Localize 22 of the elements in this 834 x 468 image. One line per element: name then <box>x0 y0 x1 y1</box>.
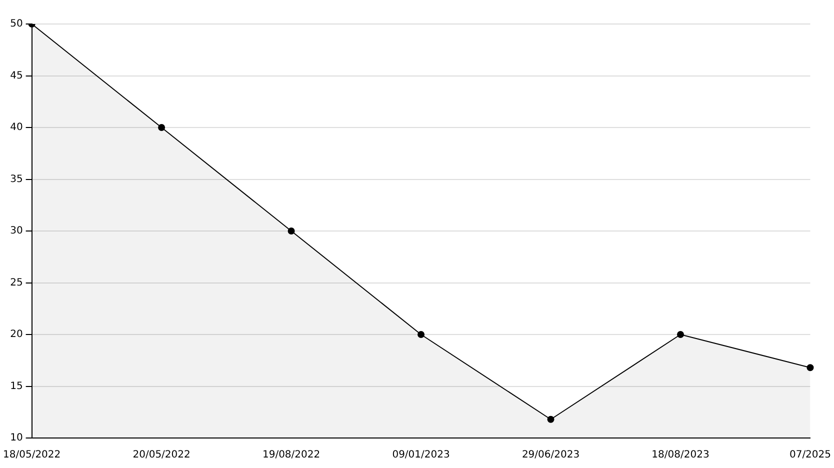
y-tick-label: 35 <box>10 174 23 185</box>
x-tick-label: 18/08/2023 <box>652 450 710 461</box>
y-tick-label: 40 <box>10 122 23 134</box>
y-tick-label: 50 <box>10 18 23 30</box>
x-tick-label: 19/08/2022 <box>262 450 320 461</box>
point <box>418 331 425 338</box>
point <box>547 416 554 423</box>
x-tick-label: 18/05/2022 <box>3 450 61 461</box>
y-tick-label: 25 <box>10 277 23 288</box>
point <box>806 364 814 372</box>
y-tick-label: 15 <box>10 380 23 392</box>
y-tick-label: 20 <box>10 329 23 340</box>
x-tick-label: 07/2025 <box>789 450 831 461</box>
y-tick-label: 10 <box>10 432 23 444</box>
x-tick-label: 09/01/2023 <box>392 450 450 461</box>
y-tick-label: 30 <box>10 226 23 237</box>
point <box>288 228 295 234</box>
y-tick-label: 45 <box>10 70 23 82</box>
x-tick-label: 20/05/2022 <box>132 450 190 461</box>
x-tick-label: 29/06/2023 <box>522 450 580 461</box>
point <box>676 331 684 338</box>
point <box>158 124 166 131</box>
